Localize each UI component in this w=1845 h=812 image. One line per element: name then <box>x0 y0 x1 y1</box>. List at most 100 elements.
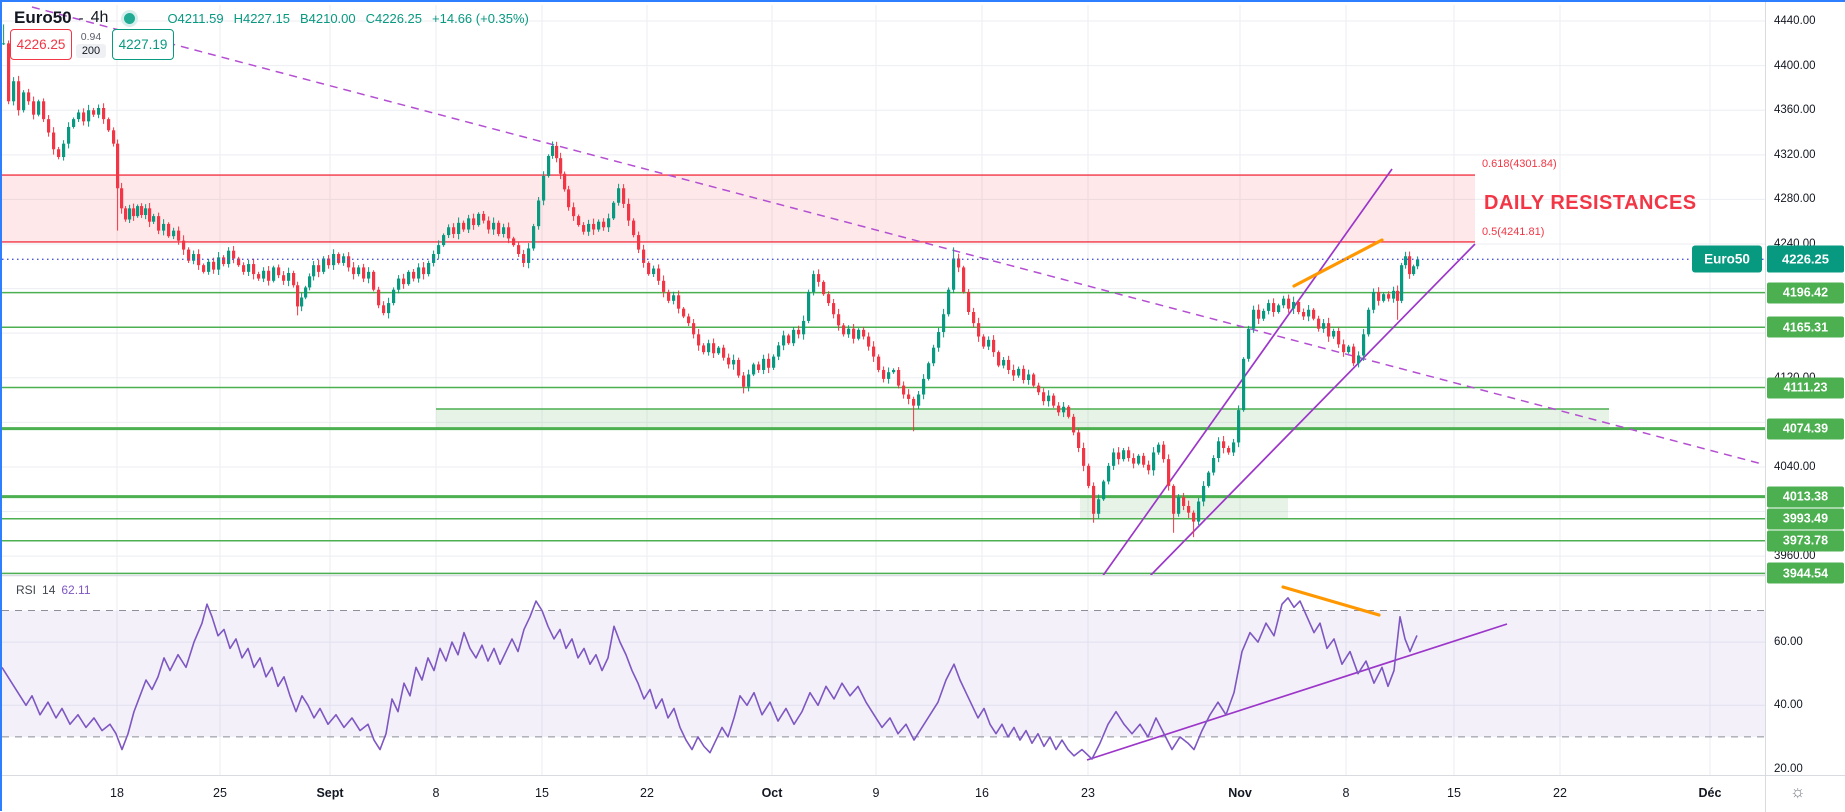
fib-0618-label[interactable]: 0.618(4301.84) <box>1482 158 1557 170</box>
candle <box>462 222 466 230</box>
candle <box>872 346 876 357</box>
support-zone-1[interactable] <box>436 408 1609 429</box>
candle <box>1342 344 1346 353</box>
symbol-name[interactable]: Euro50 <box>14 8 72 27</box>
candle <box>1307 309 1311 317</box>
candle <box>537 200 541 227</box>
candle <box>862 329 866 337</box>
channel-upper-line[interactable] <box>1102 168 1393 577</box>
candle <box>187 249 191 261</box>
candle <box>1322 323 1326 329</box>
candle <box>317 265 321 272</box>
symbol-separator: - <box>78 9 84 27</box>
candle <box>32 101 36 115</box>
candle <box>277 267 281 276</box>
candle <box>962 267 966 292</box>
daily-resistance-zone[interactable] <box>2 175 1475 242</box>
candle <box>232 250 236 259</box>
candle <box>172 230 176 237</box>
candle <box>1002 359 1006 366</box>
low-value: B4210.00 <box>299 10 356 26</box>
orange-divergence-rsi[interactable] <box>1281 585 1381 617</box>
time-axis-label: 15 <box>1447 786 1461 800</box>
price-axis-label: 4400.00 <box>1774 59 1816 72</box>
chart-canvas[interactable] <box>2 2 1765 775</box>
candle <box>752 364 756 375</box>
candle <box>197 254 201 266</box>
descending-dashed-trendline[interactable] <box>31 6 1763 465</box>
candle <box>352 267 356 275</box>
rsi-line <box>2 597 1418 760</box>
candle <box>1287 298 1291 309</box>
support-price-tag: 4165.31 <box>1767 316 1844 338</box>
sell-button[interactable]: 4226.25 <box>10 29 72 60</box>
candle <box>82 112 86 122</box>
candle <box>7 43 11 102</box>
orange-divergence-price[interactable] <box>1292 238 1384 288</box>
quantity-value[interactable]: 200 <box>75 44 107 58</box>
candle <box>57 149 61 158</box>
candle <box>1007 359 1011 370</box>
candle <box>1392 290 1396 299</box>
price-axis-label: 4280.00 <box>1774 193 1816 206</box>
candle <box>347 256 351 268</box>
candle <box>582 225 586 232</box>
candle <box>922 378 926 395</box>
price-axis[interactable]: 4440.00 4400.00 4360.00 4320.00 4280.00 4240.… <box>1765 2 1845 775</box>
candle <box>957 258 961 268</box>
candle <box>42 101 46 120</box>
candle <box>1112 452 1116 466</box>
fib-05-label[interactable]: 0.5(4241.81) <box>1482 226 1545 238</box>
candle <box>192 254 196 261</box>
candle <box>177 230 181 241</box>
candle <box>627 203 631 221</box>
channel-lower-line[interactable] <box>1149 243 1476 577</box>
candle <box>677 295 681 309</box>
candle <box>162 223 166 231</box>
candle <box>1137 455 1141 464</box>
market-status-icon[interactable] <box>121 9 139 27</box>
candle <box>382 305 386 314</box>
close-value: C4226.25 <box>365 10 423 26</box>
candle <box>1367 309 1371 335</box>
candle <box>1242 358 1246 411</box>
rsi-pane[interactable] <box>2 585 1765 761</box>
candle <box>637 235 641 250</box>
time-axis[interactable]: ☼ 18 25 Sept 8 15 22 Oct 9 16 23 Nov 8 15 22 Déc <box>2 775 1845 812</box>
candle <box>857 329 861 339</box>
candle <box>1102 481 1106 500</box>
buy-button[interactable]: 4227.19 <box>112 29 174 60</box>
candle <box>632 220 636 236</box>
candle <box>1387 294 1391 299</box>
candle <box>1404 256 1408 266</box>
candle <box>487 220 491 230</box>
rsi-name: RSI <box>16 583 37 597</box>
candle <box>592 223 596 230</box>
candle <box>782 335 786 346</box>
candle <box>1097 499 1101 514</box>
candle <box>52 132 56 150</box>
time-axis-label: 22 <box>640 786 654 800</box>
candle <box>737 359 741 376</box>
candle <box>1332 330 1336 337</box>
candle <box>237 258 241 266</box>
axis-settings-icon[interactable]: ☼ <box>1790 782 1806 801</box>
candle <box>1197 501 1201 522</box>
candle <box>667 291 671 301</box>
candle <box>136 206 140 217</box>
candle <box>442 235 446 246</box>
candle <box>1292 301 1296 309</box>
candle <box>907 394 911 399</box>
rsi-support-trendline[interactable] <box>1086 623 1508 761</box>
daily-resistances-text[interactable]: DAILY RESISTANCES <box>1484 192 1697 214</box>
price-pane[interactable] <box>2 6 1765 577</box>
candle <box>1212 458 1216 473</box>
timeframe-label[interactable]: 4h <box>90 9 109 26</box>
rsi-indicator-header[interactable]: RSI 14 62.11 <box>16 583 91 597</box>
candle <box>672 295 676 301</box>
candle <box>1122 450 1126 460</box>
candle <box>497 222 501 234</box>
candle <box>1047 395 1051 402</box>
candle <box>387 303 391 314</box>
candle <box>682 308 686 317</box>
